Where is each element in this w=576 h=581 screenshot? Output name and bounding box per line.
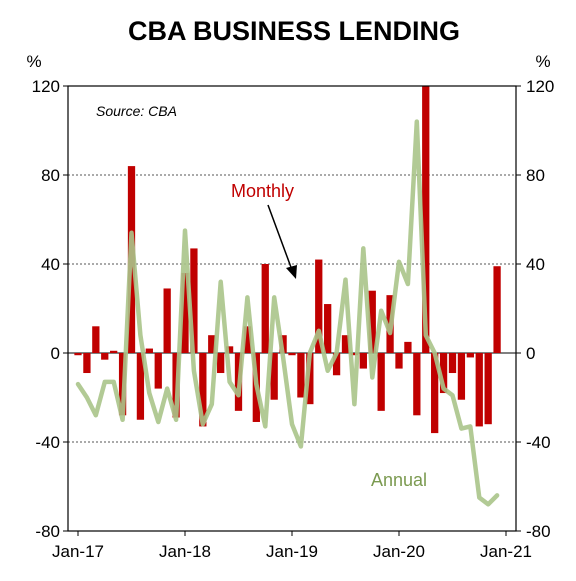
x-tick-label: Jan-21: [480, 542, 532, 561]
gridlines: [68, 174, 516, 443]
monthly-bar: [288, 353, 296, 356]
monthly-bar: [243, 326, 252, 353]
monthly-annotation: Monthly: [231, 181, 294, 201]
monthly-bar: [332, 353, 341, 376]
right-y-axis: -80 -40 0 40 80 120: [516, 77, 554, 541]
annual-series-line: [75, 119, 500, 507]
monthly-bar: [315, 259, 323, 353]
right-tick-label: 120: [526, 77, 554, 96]
plot-border: [67, 85, 517, 532]
left-tick-label: 120: [32, 77, 60, 96]
x-tick-label: Jan-19: [266, 542, 318, 561]
annotation-arrow: [267, 204, 297, 279]
annual-annotation: Annual: [371, 470, 427, 490]
x-tick-label: Jan-18: [159, 542, 211, 561]
monthly-bar: [377, 353, 385, 411]
monthly-bar: [368, 290, 376, 353]
monthly-bar: [324, 304, 332, 353]
right-tick-label: 0: [526, 344, 535, 363]
x-tick-label: Jan-20: [373, 542, 425, 561]
annual-line: [75, 119, 500, 507]
monthly-bar: [110, 350, 118, 353]
x-axis: Jan-17 Jan-18 Jan-19 Jan-20 Jan-21: [52, 531, 532, 561]
right-tick-label: 80: [526, 166, 545, 185]
plot-frame: [67, 85, 517, 532]
monthly-bar: [359, 353, 367, 369]
left-tick-label: 0: [51, 344, 60, 363]
monthly-bar: [431, 353, 439, 434]
monthly-bar: [413, 353, 421, 416]
left-tick-label: -40: [35, 433, 60, 452]
monthly-bar: [74, 353, 82, 356]
monthly-bar: [270, 353, 278, 400]
monthly-bar: [181, 272, 189, 353]
left-y-axis: -80 -40 0 40 80 120: [32, 77, 68, 541]
monthly-bar: [448, 353, 457, 374]
left-axis-unit: %: [26, 52, 41, 71]
monthly-bar: [163, 288, 171, 353]
source-note: Source: CBA: [96, 103, 177, 119]
right-tick-label: -40: [526, 433, 551, 452]
monthly-bar: [217, 353, 225, 374]
monthly-bar: [297, 353, 305, 398]
monthly-bar: [395, 353, 403, 369]
x-tick-label: Jan-17: [52, 542, 104, 561]
monthly-bar: [484, 353, 492, 425]
right-tick-label: -80: [526, 522, 551, 541]
monthly-bar: [145, 348, 153, 353]
monthly-bar: [306, 353, 314, 405]
left-tick-label: 40: [41, 255, 60, 274]
monthly-bar: [136, 353, 145, 420]
monthly-bar: [225, 346, 234, 353]
monthly-bar: [83, 353, 91, 374]
monthly-bar: [199, 353, 207, 427]
monthly-bar: [261, 264, 269, 353]
monthly-bar: [466, 353, 474, 358]
monthly-bar: [475, 353, 483, 427]
left-tick-label: -80: [35, 522, 60, 541]
monthly-bar: [350, 353, 359, 356]
chart-title: CBA BUSINESS LENDING: [128, 16, 460, 46]
monthly-bar: [92, 326, 100, 353]
monthly-bar: [101, 353, 109, 360]
monthly-bar: [190, 248, 198, 353]
monthly-bar: [404, 341, 412, 353]
monthly-bar: [422, 86, 430, 353]
monthly-bar: [208, 335, 216, 353]
right-tick-label: 40: [526, 255, 545, 274]
monthly-bar: [493, 266, 501, 353]
monthly-bar: [439, 353, 448, 394]
right-axis-unit: %: [535, 52, 550, 71]
monthly-bar: [341, 335, 350, 353]
left-tick-label: 80: [41, 166, 60, 185]
monthly-bar: [154, 353, 162, 389]
monthly-bar: [457, 353, 466, 400]
